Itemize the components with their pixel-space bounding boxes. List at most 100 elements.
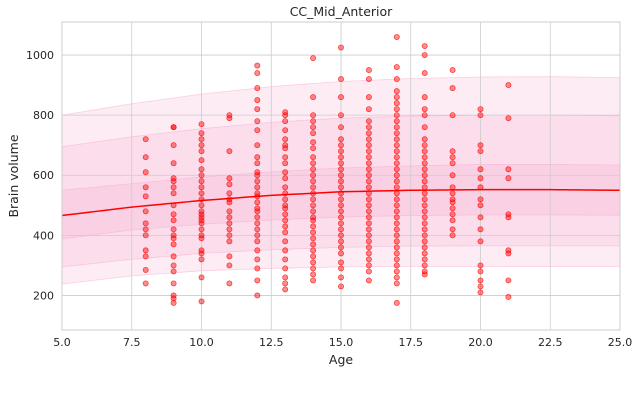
data-point — [421, 214, 428, 221]
y-axis-label: Brain volume — [6, 134, 21, 217]
data-point — [393, 220, 400, 227]
data-point — [365, 94, 372, 101]
data-point — [365, 196, 372, 203]
data-point — [449, 172, 456, 179]
data-point — [393, 280, 400, 287]
data-point — [338, 44, 344, 51]
data-point — [282, 286, 289, 293]
data-point — [226, 238, 233, 245]
data-point — [365, 148, 372, 155]
data-point — [226, 253, 233, 260]
data-point — [421, 70, 428, 77]
x-tick-label: 15.0 — [329, 336, 354, 349]
data-point — [365, 208, 372, 215]
data-point — [505, 214, 512, 221]
data-point — [393, 124, 400, 131]
data-point — [393, 268, 400, 275]
data-point — [421, 136, 428, 143]
data-point — [421, 196, 428, 203]
data-point — [170, 268, 177, 275]
data-point — [393, 160, 400, 167]
data-point — [198, 136, 205, 143]
data-point — [338, 202, 344, 209]
data-point — [226, 262, 233, 269]
data-point — [393, 112, 400, 119]
data-point — [142, 220, 149, 227]
data-point — [282, 169, 289, 176]
data-point — [421, 232, 428, 239]
data-point — [365, 118, 372, 125]
data-point — [365, 154, 372, 161]
data-point — [310, 166, 317, 173]
data-point — [393, 238, 400, 245]
data-point — [421, 148, 428, 155]
data-point — [393, 94, 400, 101]
data-point — [338, 136, 344, 143]
data-point — [365, 226, 372, 233]
data-point — [310, 247, 317, 254]
data-point — [338, 283, 344, 290]
data-point — [198, 220, 205, 227]
data-point — [254, 220, 261, 227]
data-point — [198, 250, 205, 257]
data-point — [282, 223, 289, 230]
x-axis-ticks: 5.0 7.5 10.0 12.5 15.0 17.5 20.0 22.5 25.0 — [53, 336, 632, 349]
data-point — [477, 112, 484, 119]
data-point — [393, 142, 400, 149]
data-point — [282, 109, 289, 116]
data-point — [449, 184, 456, 191]
data-point — [310, 178, 317, 185]
data-point — [365, 202, 372, 209]
data-point — [254, 238, 261, 245]
x-tick-label: 7.5 — [123, 336, 141, 349]
x-axis-label: Age — [329, 352, 353, 367]
y-tick-label: 400 — [33, 229, 54, 242]
data-point — [198, 172, 205, 179]
data-point — [365, 277, 372, 284]
data-point — [421, 271, 428, 278]
data-point — [198, 235, 205, 242]
data-point — [198, 190, 205, 197]
data-point — [449, 67, 456, 74]
chart-title: CC_Mid_Anterior — [290, 4, 393, 19]
data-point — [142, 136, 149, 143]
data-point — [310, 184, 317, 191]
data-point — [393, 118, 400, 125]
data-point — [282, 256, 289, 263]
data-point — [365, 250, 372, 257]
data-point — [282, 202, 289, 209]
data-point — [449, 211, 456, 218]
data-points — [142, 34, 512, 306]
data-point — [505, 211, 512, 218]
data-point — [505, 175, 512, 182]
data-point — [393, 64, 400, 71]
data-point — [421, 43, 428, 49]
y-tick-label: 600 — [33, 169, 54, 182]
data-point — [310, 241, 317, 248]
data-point — [421, 160, 428, 167]
data-point — [170, 295, 177, 302]
data-point — [421, 208, 428, 215]
data-point — [198, 298, 205, 305]
data-point — [310, 118, 317, 125]
data-point — [338, 208, 344, 215]
data-point — [254, 232, 261, 239]
data-point — [365, 172, 372, 179]
data-point — [477, 283, 484, 290]
data-point — [254, 97, 261, 104]
data-point — [338, 172, 344, 179]
data-point — [338, 238, 344, 245]
data-point — [310, 265, 317, 272]
data-point — [170, 232, 177, 239]
data-point — [282, 229, 289, 236]
data-point — [393, 300, 400, 306]
data-point — [477, 262, 484, 269]
data-point — [505, 115, 512, 122]
data-point — [338, 142, 344, 149]
data-point — [477, 166, 484, 173]
x-tick-label: 12.5 — [259, 336, 284, 349]
data-point — [170, 178, 177, 185]
data-point — [393, 106, 400, 113]
data-point — [338, 265, 344, 272]
